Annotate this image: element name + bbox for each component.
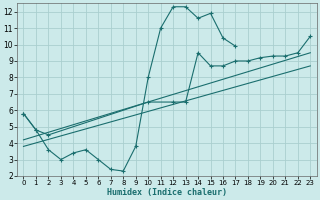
X-axis label: Humidex (Indice chaleur): Humidex (Indice chaleur) xyxy=(107,188,227,197)
